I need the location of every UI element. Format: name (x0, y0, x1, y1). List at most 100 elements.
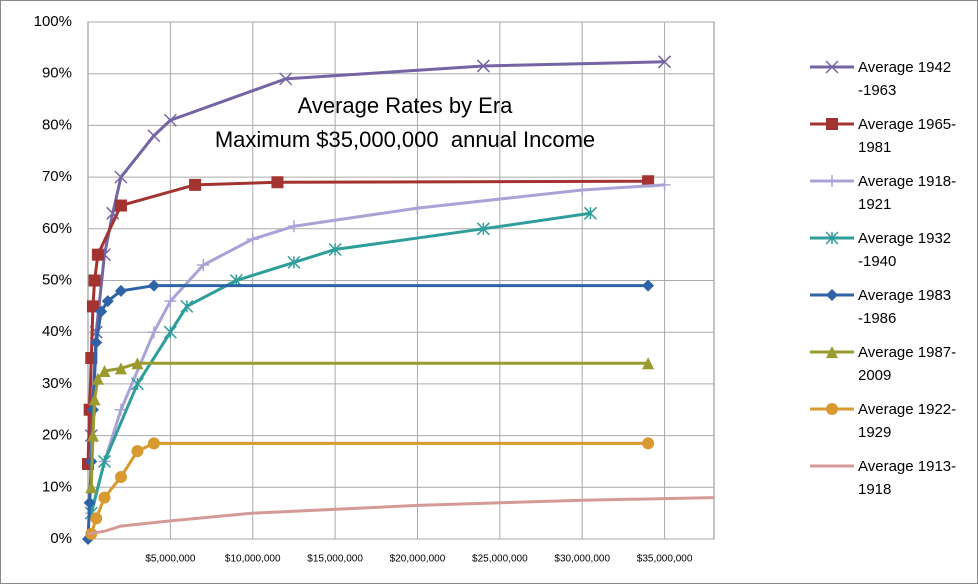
marker (246, 233, 259, 246)
chart-subtitle: Maximum $35,000,000 annual Income (215, 127, 595, 152)
chart-title: Average Rates by Era (298, 93, 514, 118)
x-tick-label: $10,000,000 (225, 554, 281, 565)
legend-swatch (810, 464, 854, 468)
y-tick-label: 60% (42, 220, 72, 237)
marker (411, 202, 424, 215)
series-line (89, 60, 665, 436)
legend-item: Average 1918-1921 (808, 166, 978, 223)
series-line (87, 496, 715, 536)
y-tick-label: 70% (42, 168, 72, 185)
marker (98, 491, 111, 504)
marker (287, 220, 300, 233)
marker (90, 336, 103, 349)
marker (826, 403, 838, 415)
marker (328, 242, 342, 257)
marker (825, 231, 839, 245)
marker (83, 496, 96, 509)
x-tick-label: $35,000,000 (637, 554, 693, 565)
legend-swatch (810, 403, 854, 415)
legend-swatch (810, 346, 854, 358)
marker (826, 289, 838, 301)
legend-item: Average 1942 -1963 (808, 52, 978, 109)
legend-swatch (810, 289, 854, 301)
marker (279, 72, 293, 86)
legend-item: Average 1987-2009 (808, 337, 978, 394)
x-tick-label: $5,000,000 (145, 554, 195, 565)
legend-label: Average 1932 -1940 (858, 230, 952, 270)
legend-label: Average 1922-1929 (858, 401, 957, 441)
marker (86, 300, 99, 313)
marker (197, 258, 210, 271)
marker (88, 274, 101, 287)
marker (826, 118, 838, 130)
marker (85, 481, 98, 494)
marker (164, 295, 177, 308)
y-tick-label: 0% (50, 530, 72, 547)
marker (163, 113, 177, 127)
y-tick-label: 90% (42, 65, 72, 82)
series-line (89, 211, 591, 514)
legend-item: Average 1965-1981 (808, 109, 978, 166)
marker (476, 222, 490, 236)
marker (98, 364, 111, 377)
series-line (86, 179, 649, 465)
legend-label: Average 1913-1918 (858, 458, 957, 498)
legend-label: Average 1918-1921 (858, 173, 957, 213)
marker (147, 279, 160, 292)
x-tick-label: $25,000,000 (472, 554, 528, 565)
marker (91, 248, 104, 261)
marker (91, 372, 104, 385)
legend: Average 1942 -1963 Average 1965-1981 Avera… (808, 52, 978, 508)
y-tick-label: 100% (34, 13, 72, 30)
x-tick-label: $15,000,000 (307, 554, 363, 565)
legend-item: Average 1932 -1940 (808, 223, 978, 280)
marker (147, 437, 160, 450)
marker (180, 299, 194, 313)
marker (658, 178, 671, 191)
marker (114, 470, 127, 483)
marker (90, 512, 103, 525)
marker (642, 279, 655, 292)
x-tick-label: $30,000,000 (554, 554, 610, 565)
marker (95, 305, 108, 318)
marker (114, 284, 127, 297)
marker (114, 199, 127, 212)
marker (583, 206, 597, 220)
marker (88, 393, 101, 406)
x-tick-label: $20,000,000 (390, 554, 446, 565)
legend-label: Average 1965-1981 (858, 116, 957, 156)
marker (114, 362, 127, 375)
y-tick-label: 20% (42, 427, 72, 444)
y-tick-label: 80% (42, 116, 72, 133)
marker (163, 325, 177, 339)
marker (642, 437, 655, 450)
legend-item: Average 1913-1918 (808, 451, 978, 508)
legend-swatch (810, 175, 854, 187)
legend-swatch (810, 60, 854, 74)
legend-item: Average 1922-1929 (808, 394, 978, 451)
marker (114, 170, 128, 184)
legend-swatch (810, 118, 854, 130)
marker (658, 55, 672, 69)
marker (826, 346, 838, 358)
y-tick-label: 10% (42, 478, 72, 495)
marker (271, 176, 284, 189)
marker (825, 60, 839, 74)
marker (147, 129, 161, 143)
marker (189, 178, 202, 191)
marker (642, 357, 655, 370)
legend-swatch (810, 231, 854, 245)
marker (131, 357, 144, 370)
legend-label: Average 1942 -1963 (858, 59, 952, 99)
y-tick-label: 50% (42, 271, 72, 288)
marker (826, 175, 838, 187)
marker (101, 295, 114, 308)
marker (131, 445, 144, 458)
y-tick-label: 30% (42, 375, 72, 392)
marker (97, 454, 112, 468)
legend-label: Average 1983 -1986 (858, 287, 952, 327)
marker (130, 377, 144, 391)
marker (476, 59, 490, 73)
marker (147, 326, 160, 339)
